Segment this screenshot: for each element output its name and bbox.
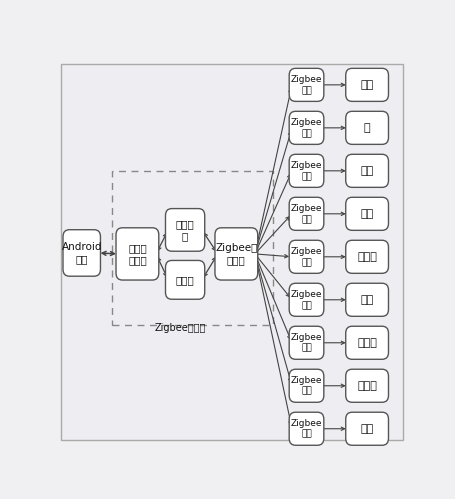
- FancyBboxPatch shape: [165, 260, 204, 299]
- Text: Zigbee
模块: Zigbee 模块: [290, 419, 322, 439]
- Text: Zigbee
模块: Zigbee 模块: [290, 204, 322, 224]
- Text: 音响: 音响: [360, 80, 373, 90]
- Text: 蓝牙串
口模块: 蓝牙串 口模块: [128, 243, 147, 265]
- Text: Zigbee
模块: Zigbee 模块: [290, 247, 322, 267]
- FancyBboxPatch shape: [116, 228, 158, 280]
- Text: 空调: 空调: [360, 166, 373, 176]
- FancyBboxPatch shape: [288, 68, 323, 101]
- FancyBboxPatch shape: [288, 326, 323, 359]
- Text: 处理器: 处理器: [175, 275, 194, 285]
- FancyBboxPatch shape: [63, 230, 100, 276]
- Text: 电源模
块: 电源模 块: [175, 219, 194, 241]
- FancyBboxPatch shape: [345, 197, 388, 231]
- Text: 电烤筒: 电烤筒: [356, 381, 376, 391]
- Text: 洗衣机: 洗衣机: [356, 252, 376, 262]
- FancyBboxPatch shape: [345, 412, 388, 445]
- FancyBboxPatch shape: [288, 241, 323, 273]
- Text: Zigbee协调器: Zigbee协调器: [154, 323, 205, 333]
- Text: 微波炉: 微波炉: [356, 338, 376, 348]
- Text: Zigbee
模块: Zigbee 模块: [290, 75, 322, 95]
- FancyBboxPatch shape: [345, 68, 388, 101]
- Text: Android
终端: Android 终端: [61, 242, 102, 264]
- Text: Zigbee
模块: Zigbee 模块: [290, 161, 322, 181]
- FancyBboxPatch shape: [61, 64, 403, 440]
- FancyBboxPatch shape: [288, 111, 323, 144]
- FancyBboxPatch shape: [288, 369, 323, 402]
- FancyBboxPatch shape: [288, 197, 323, 231]
- Text: 电视: 电视: [360, 295, 373, 305]
- Text: Zigbee
模块: Zigbee 模块: [290, 290, 322, 310]
- FancyBboxPatch shape: [214, 228, 257, 280]
- Text: 冰简: 冰简: [360, 209, 373, 219]
- FancyBboxPatch shape: [288, 154, 323, 187]
- FancyBboxPatch shape: [288, 412, 323, 445]
- FancyBboxPatch shape: [288, 283, 323, 316]
- Text: 插座: 插座: [360, 424, 373, 434]
- FancyBboxPatch shape: [345, 326, 388, 359]
- Text: Zigbee通
信模块: Zigbee通 信模块: [215, 243, 257, 265]
- Text: Zigbee
模块: Zigbee 模块: [290, 333, 322, 353]
- FancyBboxPatch shape: [345, 369, 388, 402]
- FancyBboxPatch shape: [165, 209, 204, 251]
- FancyBboxPatch shape: [345, 154, 388, 187]
- Text: Zigbee
模块: Zigbee 模块: [290, 118, 322, 138]
- FancyBboxPatch shape: [345, 241, 388, 273]
- Text: 灯: 灯: [363, 123, 369, 133]
- Text: Zigbee
模块: Zigbee 模块: [290, 376, 322, 396]
- FancyBboxPatch shape: [345, 283, 388, 316]
- FancyBboxPatch shape: [345, 111, 388, 144]
